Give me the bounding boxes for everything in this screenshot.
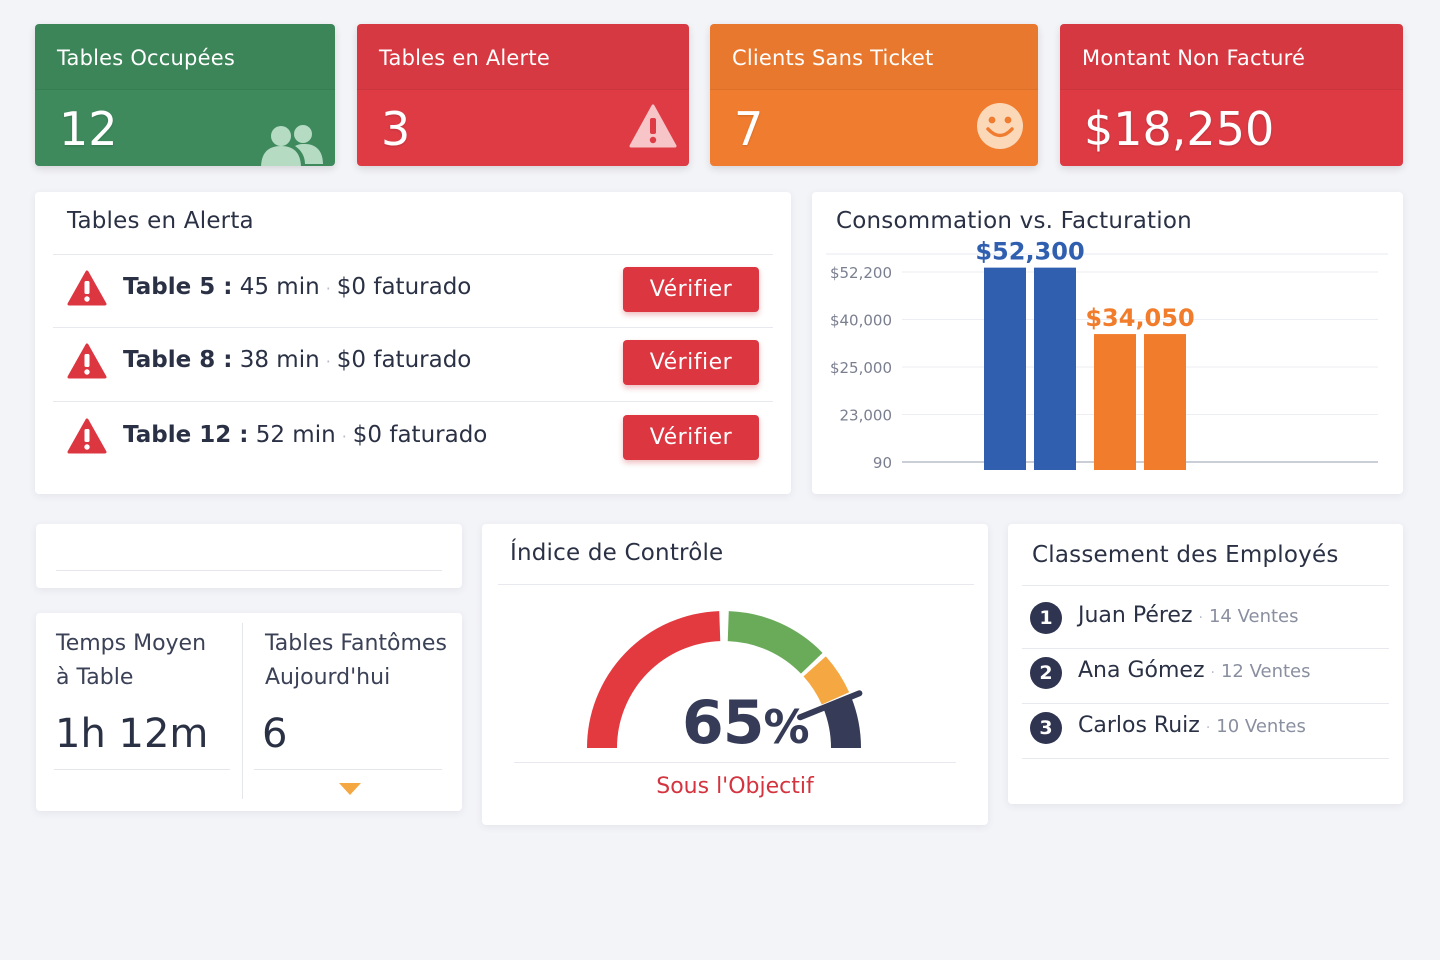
ranking-row[interactable]: 1 Juan Pérez · 14 Ventes — [1022, 594, 1389, 649]
divider — [53, 401, 773, 402]
gauge-chart — [587, 611, 863, 749]
employee-name: Ana Gómez — [1078, 658, 1205, 683]
employee-name: Carlos Ruiz — [1078, 713, 1200, 738]
gauge-title: Índice de Contrôle — [510, 540, 724, 566]
divider — [53, 327, 773, 328]
kpi-card-occupied-tables[interactable]: Tables Occupées 12 — [35, 24, 335, 166]
gauge-segment-green — [727, 611, 823, 674]
divider — [53, 254, 773, 255]
smiley-icon — [977, 103, 1023, 149]
bar — [1034, 267, 1076, 470]
ranking-panel: Classement des Employés 1 Juan Pérez · 14 … — [1008, 524, 1403, 804]
divider — [242, 623, 243, 799]
ranking-row[interactable]: 3 Carlos Ruiz · 10 Ventes — [1022, 704, 1389, 759]
alert-row: Table 12 : 52 min · $0 faturado Vérifier — [53, 403, 773, 475]
employee-sales: 10 Ventes — [1216, 716, 1306, 737]
alert-billed: $0 faturado — [336, 274, 472, 300]
rank-badge: 3 — [1030, 712, 1062, 744]
employee-sales: 14 Ventes — [1208, 606, 1299, 627]
alert-table: Table 5 : — [123, 274, 233, 300]
gauge-panel: Índice de Contrôle 65% Sous l'Objectif — [482, 524, 988, 825]
divider — [498, 584, 974, 585]
warning-icon — [629, 104, 677, 148]
alert-time: 52 min — [255, 422, 336, 448]
kpi-label: Tables en Alerte — [357, 24, 689, 90]
ranking-title: Classement des Employés — [1032, 542, 1339, 568]
gauge-value: 65% — [682, 688, 810, 758]
warning-icon — [67, 418, 107, 454]
data-label: $52,300 — [975, 238, 1084, 266]
kpi-value: $18,250 — [1084, 102, 1275, 156]
chart-title: Consommation vs. Facturation — [836, 208, 1192, 234]
kpi-label: Clients Sans Ticket — [710, 24, 1038, 90]
y-tick-label: $25,000 — [830, 359, 892, 377]
avg-time-value: 1h 12m — [55, 711, 209, 757]
kpi-card-clients-no-ticket[interactable]: Clients Sans Ticket 7 — [710, 24, 1038, 166]
chart-panel: Consommation vs. Facturation $52,200 $40,… — [812, 192, 1403, 494]
alert-table: Table 12 : — [123, 422, 249, 448]
employee-sales: 12 Ventes — [1220, 661, 1311, 682]
y-tick-label: $40,000 — [830, 312, 892, 330]
divider — [56, 570, 442, 571]
kpi-label: Montant Non Facturé — [1060, 24, 1403, 90]
verify-button[interactable]: Vérifier — [623, 340, 759, 385]
caret-down-icon[interactable] — [338, 782, 362, 796]
kpi-value: 3 — [381, 102, 411, 156]
divider — [54, 769, 230, 770]
gauge-needle — [797, 690, 863, 721]
gauge-status: Sous l'Objectif — [656, 774, 814, 799]
empty-panel — [36, 524, 462, 588]
kpi-card-unbilled-amount[interactable]: Montant Non Facturé $18,250 — [1060, 24, 1403, 166]
rank-badge: 2 — [1030, 657, 1062, 689]
alert-row: Table 5 : 45 min · $0 faturado Vérifier — [53, 255, 773, 327]
bar — [984, 267, 1026, 470]
bar — [1094, 334, 1136, 470]
employee-entry: Ana Gómez · 12 Ventes — [1078, 658, 1311, 683]
y-tick-label: $52,200 — [830, 264, 892, 282]
employee-entry: Juan Pérez · 14 Ventes — [1078, 603, 1299, 628]
alert-text: Table 12 : 52 min · $0 faturado — [123, 422, 488, 448]
alert-row: Table 8 : 38 min · $0 faturado Vérifier — [53, 328, 773, 400]
users-icon — [261, 125, 323, 166]
employee-name: Juan Pérez — [1078, 603, 1193, 628]
alert-text: Table 8 : 38 min · $0 faturado — [123, 347, 472, 373]
verify-button[interactable]: Vérifier — [623, 267, 759, 312]
warning-icon — [67, 270, 107, 306]
gauge-segment-red — [587, 611, 721, 749]
alert-billed: $0 faturado — [352, 422, 488, 448]
bar — [1144, 334, 1186, 470]
kpi-label: Tables Occupées — [35, 24, 335, 90]
alert-billed: $0 faturado — [336, 347, 472, 373]
divider — [254, 769, 442, 770]
gauge-segment-orange — [803, 656, 850, 705]
alert-text: Table 5 : 45 min · $0 faturado — [123, 274, 472, 300]
rank-badge: 1 — [1030, 602, 1062, 634]
data-label: $34,050 — [1085, 304, 1194, 332]
kpi-value: 7 — [734, 102, 764, 156]
avg-time-label: Temps Moyen à Table — [56, 631, 207, 690]
employee-entry: Carlos Ruiz · 10 Ventes — [1078, 713, 1306, 738]
gauge-segment-navy — [823, 696, 861, 749]
divider — [1022, 585, 1389, 586]
verify-button[interactable]: Vérifier — [623, 415, 759, 460]
ranking-row[interactable]: 2 Ana Gómez · 12 Ventes — [1022, 649, 1389, 704]
ghost-tables-value: 6 — [262, 711, 288, 757]
alerts-title: Tables en Alerta — [67, 208, 254, 234]
alert-table: Table 8 : — [123, 347, 233, 373]
divider — [514, 762, 956, 763]
kpi-value: 12 — [59, 102, 118, 156]
stats-panel: Temps Moyen à Table 1h 12m Tables Fantôm… — [36, 613, 462, 811]
alert-time: 45 min — [239, 274, 320, 300]
bar-chart: $52,200 $40,000 $25,000 23,000 90 $52,300 $34,… — [826, 238, 1388, 472]
warning-icon — [67, 343, 107, 379]
ghost-tables-label: Tables Fantômes Aujourd'hui — [265, 631, 447, 690]
y-tick-label: 23,000 — [840, 407, 893, 425]
y-tick-label: 90 — [873, 454, 892, 472]
kpi-card-alert-tables[interactable]: Tables en Alerte 3 — [357, 24, 689, 166]
alerts-panel: Tables en Alerta Table 5 : 45 min · $0 fat… — [35, 192, 791, 494]
alert-time: 38 min — [239, 347, 320, 373]
